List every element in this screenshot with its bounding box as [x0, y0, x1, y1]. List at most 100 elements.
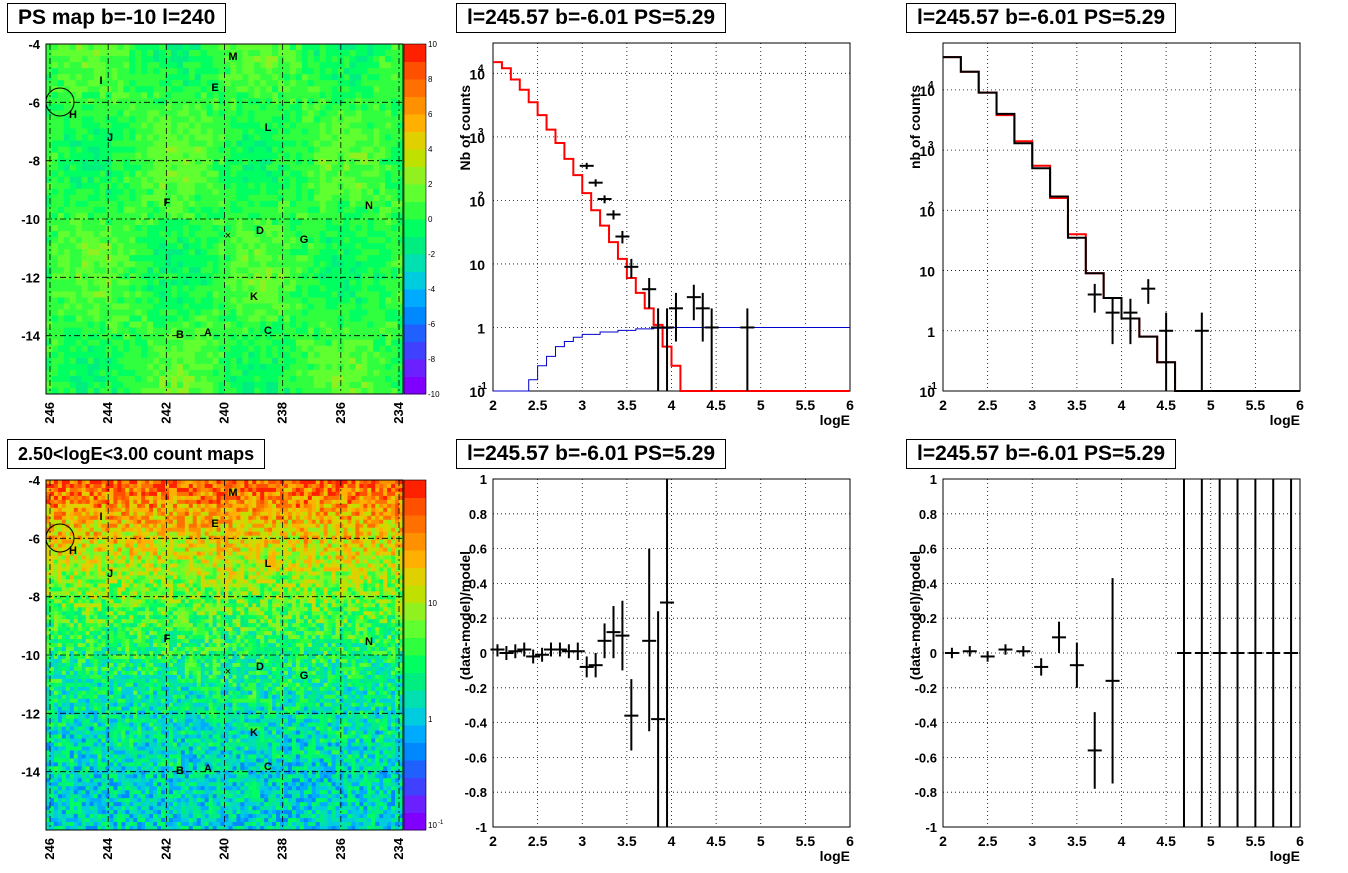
heatmap-cell — [195, 56, 201, 62]
heatmap-cell — [147, 291, 153, 297]
heatmap-cell — [219, 316, 225, 322]
heatmap-cell — [296, 135, 302, 141]
heatmap-cell — [367, 243, 373, 249]
heatmap-cell — [385, 376, 391, 382]
heatmap-cell — [308, 177, 314, 183]
heatmap-cell — [290, 44, 296, 50]
heatmap-cell — [171, 189, 177, 195]
heatmap-cell — [349, 128, 355, 134]
heatmap-cell — [54, 528, 58, 532]
heatmap-cell — [230, 171, 236, 177]
heatmap-cell — [373, 231, 379, 237]
heatmap-cell — [284, 340, 290, 346]
heatmap-cell — [201, 243, 207, 249]
heatmap-cell — [391, 171, 397, 177]
heatmap-cell — [213, 322, 219, 328]
heatmap-cell — [347, 480, 351, 484]
heatmap-cell — [62, 536, 66, 540]
heatmap-cell — [94, 540, 98, 544]
heatmap-cell — [225, 195, 231, 201]
heatmap-cell — [66, 520, 70, 524]
heatmap-cell — [125, 500, 129, 504]
heatmap-cell — [88, 92, 94, 98]
map-y-tick-label: -8 — [28, 154, 40, 169]
heatmap-cell — [391, 376, 397, 382]
heatmap-cell — [397, 297, 403, 303]
heatmap-cell — [111, 98, 117, 104]
heatmap-cell — [383, 528, 387, 532]
heatmap-cell — [76, 177, 82, 183]
heatmap-cell — [54, 512, 58, 516]
heatmap-cell — [284, 116, 290, 122]
heatmap-cell — [375, 536, 379, 540]
heatmap-cell — [46, 183, 52, 189]
heatmap-cell — [276, 504, 280, 508]
heatmap-cell — [113, 488, 117, 492]
heatmap-cell — [141, 492, 145, 496]
heatmap-cell — [272, 352, 278, 358]
heatmap-cell — [278, 303, 284, 309]
heatmap-cell — [149, 496, 153, 500]
heatmap-cell — [111, 267, 117, 273]
heatmap-cell — [284, 189, 290, 195]
heatmap-cell — [181, 524, 185, 528]
heatmap-cell — [219, 273, 225, 279]
heatmap-cell — [266, 225, 272, 231]
heatmap-cell — [296, 177, 302, 183]
heatmap-cell — [135, 74, 141, 80]
heatmap-cell — [349, 316, 355, 322]
heatmap-cell — [94, 110, 100, 116]
heatmap-cell — [86, 508, 90, 512]
heatmap-cell — [106, 532, 110, 536]
heatmap-cell — [326, 98, 332, 104]
heatmap-cell — [232, 524, 236, 528]
heatmap-cell — [296, 74, 302, 80]
heatmap-cell — [242, 50, 248, 56]
heatmap-cell — [125, 512, 129, 516]
heatmap-cell — [379, 98, 385, 104]
heatmap-cell — [159, 159, 165, 165]
heatmap-cell — [225, 165, 231, 171]
heatmap-cell — [314, 159, 320, 165]
heatmap-cell — [290, 322, 296, 328]
heatmap-cell — [349, 334, 355, 340]
heatmap-cell — [242, 171, 248, 177]
heatmap-cell — [260, 237, 266, 243]
heatmap-cell — [181, 496, 185, 500]
heatmap-cell — [82, 364, 88, 370]
heatmap-cell — [254, 195, 260, 201]
heatmap-cell — [320, 195, 326, 201]
heatmap-cell — [169, 508, 173, 512]
heatmap-cell — [397, 388, 403, 394]
heatmap-cell — [82, 135, 88, 141]
heatmap-cell — [147, 237, 153, 243]
heatmap-cell — [260, 68, 266, 74]
heatmap-cell — [52, 213, 58, 219]
heatmap-cell — [314, 376, 320, 382]
heatmap-cell — [66, 492, 70, 496]
heatmap-cell — [123, 116, 129, 122]
heatmap-cell — [201, 303, 207, 309]
heatmap-cell — [207, 104, 213, 110]
heatmap-cell — [82, 273, 88, 279]
heatmap-cell — [225, 480, 229, 484]
heatmap-cell — [248, 316, 254, 322]
heatmap-cell — [74, 496, 78, 500]
heatmap-cell — [195, 346, 201, 352]
heatmap-cell — [379, 243, 385, 249]
heatmap-cell — [177, 110, 183, 116]
heatmap-cell — [288, 512, 292, 516]
heatmap-cell — [50, 536, 54, 540]
heatmap-cell — [147, 382, 153, 388]
colorbar-tick-label: -6 — [428, 320, 436, 329]
heatmap-cell — [90, 528, 94, 532]
heatmap-cell — [236, 104, 242, 110]
heatmap-cell — [213, 68, 219, 74]
heatmap-cell — [260, 213, 266, 219]
heatmap-cell — [109, 484, 113, 488]
heatmap-cell — [52, 153, 58, 159]
heatmap-cell — [304, 516, 308, 520]
heatmap-cell — [64, 346, 70, 352]
heatmap-cell — [153, 297, 159, 303]
heatmap-cell — [100, 370, 106, 376]
